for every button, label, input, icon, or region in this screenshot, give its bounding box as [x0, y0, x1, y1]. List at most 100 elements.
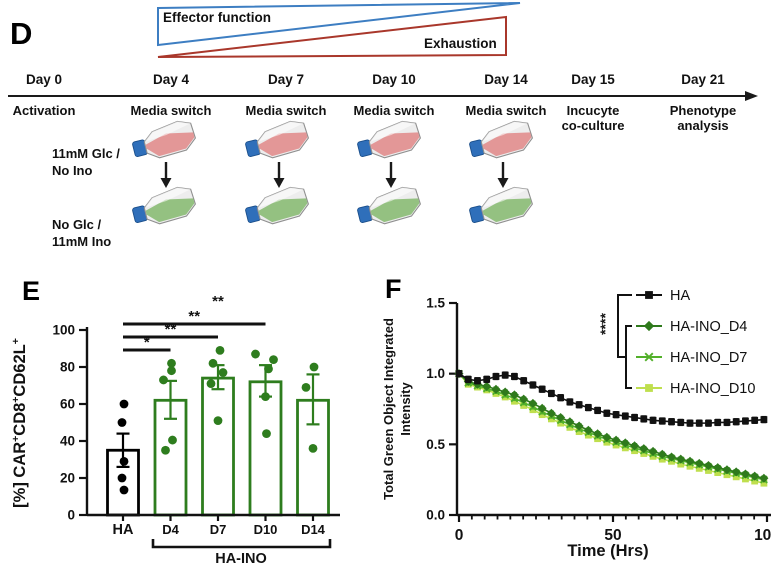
e-y-axis-title: [%] CAR+CD8+CD62L+	[10, 338, 29, 508]
dot-D4	[161, 445, 170, 455]
day-event-label: Media switch	[245, 103, 327, 118]
media-switch-arrow-icon	[385, 162, 397, 188]
timeline-day4: Day 4 Media switch	[116, 72, 226, 118]
e-category-label: HA	[113, 522, 134, 538]
f-xtick-label: 0	[455, 527, 464, 544]
f-xtick-label: 50	[604, 527, 621, 544]
day-event-label: Incucyte co-culture	[561, 103, 625, 134]
e-y-title: [%] CAR+CD8+CD62L+	[10, 338, 29, 508]
timeline-day7: Day 7 Media switch	[231, 72, 341, 118]
group-bracket-label: HA-INO	[215, 551, 267, 565]
series-HA-INO_D4	[454, 369, 769, 483]
panel-f-letter: F	[385, 274, 402, 304]
bar-D7	[201, 376, 235, 517]
day-event-label: Phenotype analysis	[669, 103, 737, 134]
exhaustion-triangle	[157, 15, 507, 58]
legend-label: HA-INO_D7	[670, 350, 747, 366]
dot-HA	[119, 456, 129, 466]
dot-D7	[218, 368, 228, 377]
timeline-day21: Day 21 Phenotype analysis	[648, 72, 758, 134]
dot-D10	[262, 429, 271, 438]
bar-D10	[248, 380, 283, 517]
f-x-axis-title: Time (Hrs)	[567, 542, 648, 560]
dot-D7	[208, 358, 218, 368]
dot-D4	[159, 375, 168, 385]
dot-HA	[117, 473, 127, 483]
inosine-flask-icon	[129, 183, 199, 230]
sig-star-label: **	[188, 308, 200, 325]
sig-star-label: *	[144, 334, 150, 351]
e-ytick-label: 100	[52, 323, 75, 338]
series-HA	[455, 370, 768, 427]
e-ytick-label: 40	[60, 434, 75, 449]
f-y-axis-title-line2: Intensity	[398, 382, 413, 436]
legend-item-HA-INO_D10: HA-INO_D10	[636, 381, 755, 397]
sig-star-label: ****	[597, 313, 613, 335]
glucose-flask-icon	[242, 117, 312, 164]
dot-D7	[215, 345, 225, 355]
timeline-arrowhead-icon	[745, 90, 758, 101]
day-label: Day 10	[372, 72, 416, 87]
dot-D7	[206, 379, 216, 389]
legend-label: HA	[670, 288, 690, 304]
f-ytick-label: 0.0	[426, 508, 445, 523]
f-xtick-label: 100	[754, 527, 771, 544]
f-y-title: Total Green Object Integrated Intensity	[381, 318, 413, 500]
media-switch-arrow-icon	[273, 162, 285, 188]
sig-star-label: **	[165, 321, 177, 338]
f-ytick-label: 1.0	[426, 366, 445, 381]
dot-D10	[269, 355, 278, 364]
media-switch-arrow-icon	[497, 162, 509, 188]
day-event-label: Media switch	[353, 103, 435, 118]
day-event-label: Activation	[12, 103, 76, 118]
f-legend: HA HA-INO_D4 HA-INO_D7 HA-INO_D10	[636, 288, 755, 397]
legend-item-HA: HA	[636, 288, 690, 304]
day-event-label: Media switch	[465, 103, 547, 118]
legend-label: HA-INO_D10	[670, 381, 755, 397]
dot-D4	[167, 358, 176, 368]
sig-star-label: **	[212, 293, 224, 310]
timeline-day15: Day 15 Incucyte co-culture	[538, 72, 648, 134]
glucose-flask-icon	[129, 117, 199, 164]
media-switch-arrow-icon	[160, 162, 172, 188]
e-category-label: D10	[254, 522, 278, 537]
dot-D10	[261, 392, 270, 401]
dot-HA	[119, 399, 129, 409]
e-category-label: D7	[210, 522, 227, 537]
media-condition-top-label: 11mM Glc / No Ino	[52, 146, 120, 178]
day-label: Day 7	[267, 72, 305, 87]
panel-e-letter: E	[22, 276, 41, 306]
glucose-flask-icon	[354, 117, 424, 164]
day-label: Day 0	[25, 72, 63, 87]
e-data-dots	[117, 345, 319, 495]
day-event-label: Media switch	[130, 103, 212, 118]
effector-exhaustion-diagram	[157, 2, 521, 58]
line-chart-svg: 0.0 0.5 1.0 1.5 0 50 100 Time (Hrs) Total Green …	[381, 288, 771, 560]
day-label: Day 21	[681, 72, 725, 87]
e-axes: 0 20 40 60 80 100 HA D4 D7 D10 D14	[52, 323, 340, 538]
inosine-flask-icon	[466, 183, 536, 230]
dot-D14	[308, 444, 318, 453]
f-significance-bracket: ****	[597, 294, 632, 389]
day-label: Day 15	[571, 72, 615, 87]
f-ytick-label: 0.5	[426, 437, 445, 452]
e-ytick-label: 0	[67, 508, 75, 523]
bar-chart-svg: 0 20 40 60 80 100 HA D4 D7 D10 D14 [%] CAR+CD8+CD62…	[10, 293, 340, 565]
dot-D10	[264, 364, 273, 374]
e-group-bracket: HA-INO	[151, 539, 332, 565]
e-category-label: D14	[301, 522, 326, 537]
timeline-day14: Day 14 Media switch	[451, 72, 561, 118]
day-label: Day 14	[484, 72, 528, 87]
e-ytick-label: 20	[60, 471, 75, 486]
effector-function-label: Effector function	[163, 10, 271, 25]
dot-D14	[309, 362, 319, 372]
e-ytick-label: 80	[60, 360, 75, 375]
dot-D4	[168, 435, 177, 445]
media-condition-bottom-label: No Glc / 11mM Ino	[52, 217, 112, 249]
effector-triangle	[157, 2, 521, 47]
legend-item-HA-INO_D4: HA-INO_D4	[636, 319, 747, 335]
dot-D14	[301, 382, 311, 392]
panel-d-letter: D	[10, 16, 33, 51]
f-axes: 0.0 0.5 1.0 1.5 0 50 100	[426, 296, 771, 544]
e-category-label: D4	[162, 522, 179, 537]
